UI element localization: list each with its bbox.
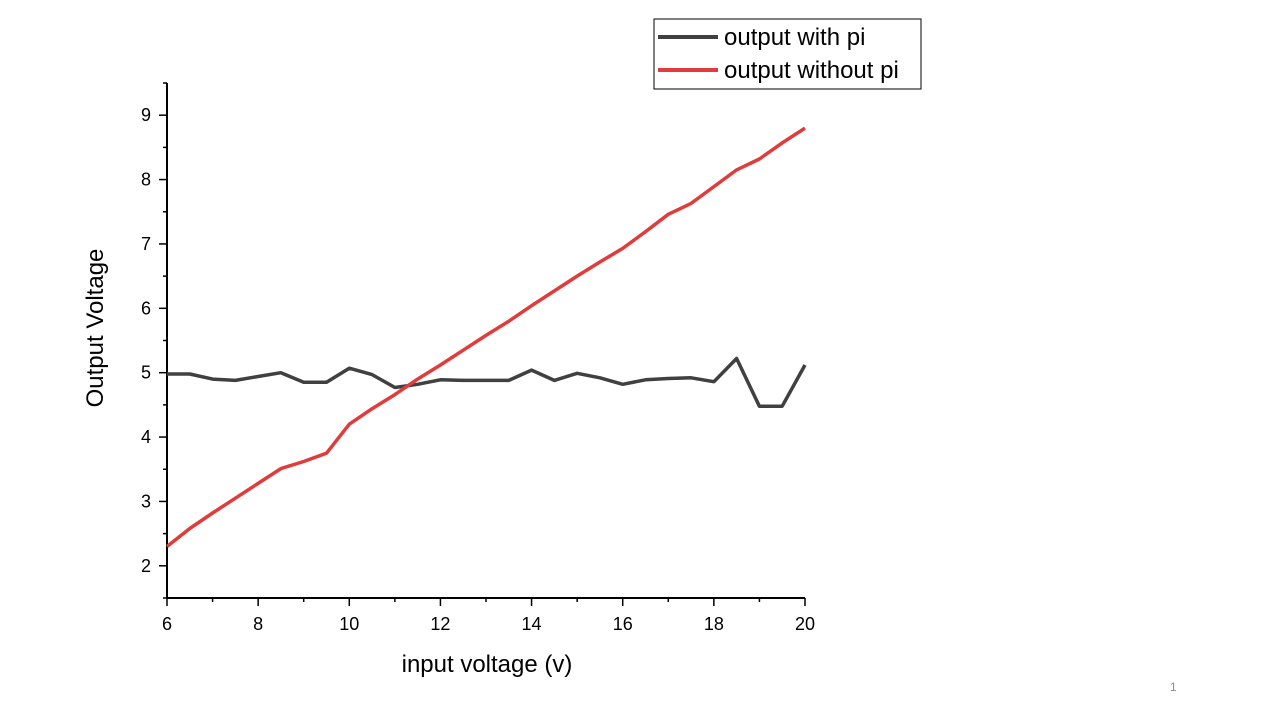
y-tick-label: 2: [141, 556, 151, 576]
x-tick-label: 20: [795, 614, 815, 634]
y-tick-label: 6: [141, 298, 151, 318]
series-line-output-without-pi: [165, 126, 806, 548]
y-tick-label: 5: [141, 363, 151, 383]
y-tick-label: 7: [141, 234, 151, 254]
y-tick-label: 8: [141, 170, 151, 190]
legend-box: [653, 18, 922, 90]
legend-label: output with pi: [724, 24, 865, 51]
y-axis-title: Output Voltage: [82, 249, 109, 408]
axes: 6 8 10 12 14 16 18 20 2 3 4 5 6 7 8 9: [141, 82, 815, 634]
series-layer: [165, 126, 807, 548]
legend-label: output without pi: [724, 57, 899, 84]
x-tick-label: 14: [522, 614, 542, 634]
x-axis-title: input voltage (v): [402, 651, 573, 678]
x-tick-label: 6: [162, 614, 172, 634]
series-line-output-with-pi: [167, 356, 807, 408]
y-tick-label: 4: [141, 427, 151, 447]
slide-number: 1: [1170, 680, 1177, 694]
x-tick-label: 8: [253, 614, 263, 634]
x-tick-label: 18: [704, 614, 724, 634]
y-tick-label: 9: [141, 105, 151, 125]
x-tick-label: 16: [613, 614, 633, 634]
x-tick-label: 12: [430, 614, 450, 634]
x-tick-label: 10: [339, 614, 359, 634]
legend: output with pi output without pi: [653, 18, 922, 90]
y-tick-label: 3: [141, 491, 151, 511]
